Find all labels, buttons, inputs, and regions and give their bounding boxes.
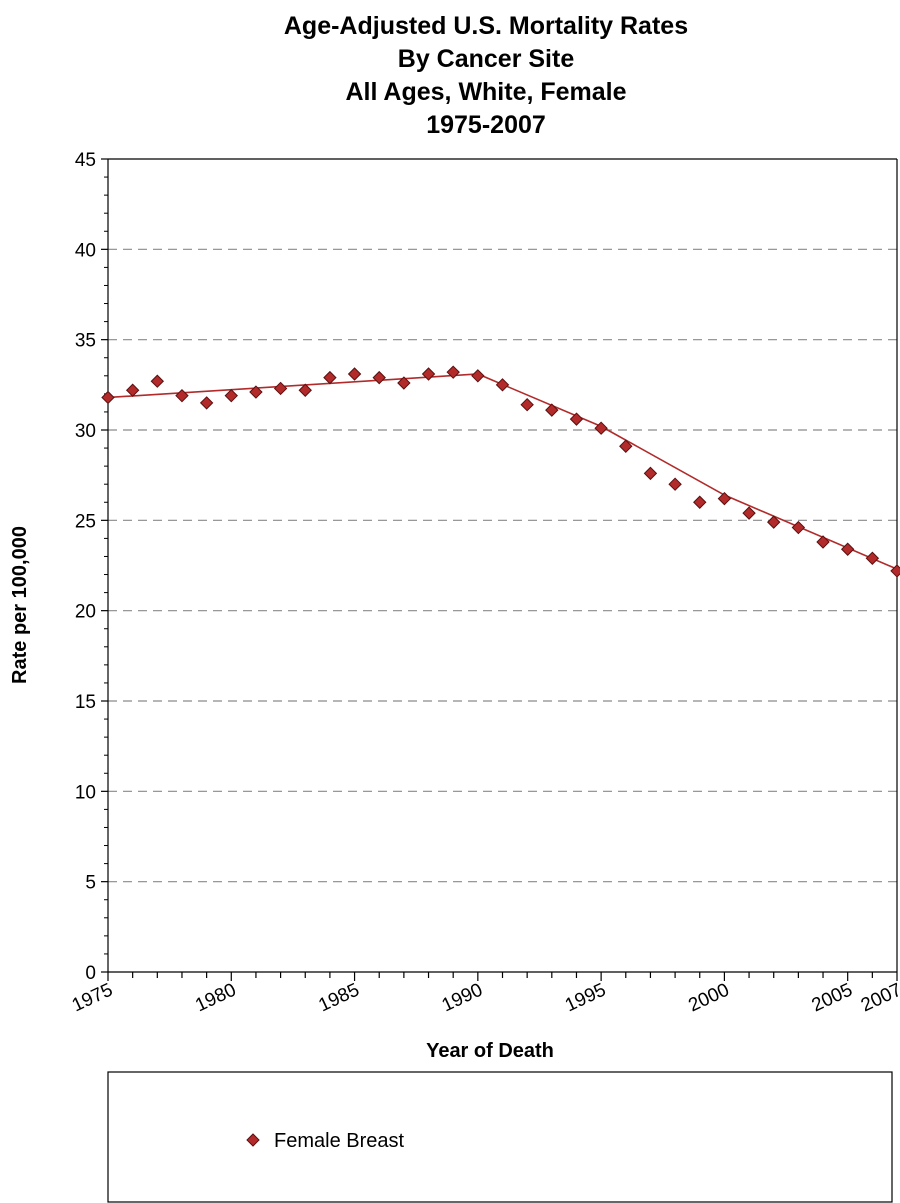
chart-title-line-1: Age-Adjusted U.S. Mortality Rates — [284, 12, 688, 40]
data-point-1986 — [372, 370, 386, 385]
data-point-1992 — [520, 397, 534, 412]
y-tick-label-15: 15 — [75, 692, 96, 713]
data-point-2007 — [890, 564, 900, 578]
x-axis-title: Year of Death — [426, 1040, 554, 1062]
y-tick-label-35: 35 — [75, 331, 96, 352]
y-axis-ticks: 0 5 10 15 20 25 30 35 40 45 — [75, 150, 108, 984]
trend-line-female-breast — [107, 373, 898, 570]
data-point-1990 — [471, 369, 485, 383]
chart-title-line-2: By Cancer Site — [398, 45, 575, 73]
data-point-1987 — [397, 376, 411, 390]
data-point-1975 — [101, 390, 115, 405]
y-tick-label-10: 10 — [75, 782, 96, 803]
y-tick-label-40: 40 — [75, 240, 96, 261]
chart-title-line-4: 1975-2007 — [426, 111, 546, 139]
data-point-1995 — [594, 421, 608, 435]
grid-lines — [108, 248, 897, 883]
data-point-1979 — [199, 396, 214, 410]
x-axis-ticks: 1975 1980 1985 1990 1995 2000 2005 2007 — [69, 972, 900, 1016]
axes — [107, 158, 898, 973]
data-point-1982 — [273, 381, 288, 396]
data-point-1981 — [249, 385, 263, 399]
data-point-2003 — [791, 520, 806, 535]
data-point-1996 — [619, 439, 633, 453]
x-tick-label-2007: 2007 — [858, 979, 900, 1016]
x-tick-label-1985: 1985 — [315, 979, 362, 1016]
y-tick-label-5: 5 — [85, 873, 96, 894]
x-tick-label-1980: 1980 — [192, 979, 239, 1016]
data-point-2000 — [717, 491, 732, 506]
legend-label-female-breast: Female Breast — [274, 1130, 404, 1152]
data-point-2001 — [742, 506, 756, 520]
x-tick-label-1995: 1995 — [562, 979, 609, 1016]
data-point-2005 — [840, 542, 855, 556]
chart-title-line-3: All Ages, White, Female — [345, 78, 626, 106]
data-point-1999 — [693, 495, 707, 509]
legend-box — [107, 1071, 893, 1203]
y-tick-label-20: 20 — [75, 602, 96, 623]
x-tick-label-2000: 2000 — [685, 979, 732, 1016]
data-point-1976 — [125, 383, 140, 397]
y-tick-label-0: 0 — [85, 963, 96, 984]
data-point-2002 — [767, 515, 781, 529]
data-point-1977 — [150, 374, 165, 388]
chart-title: Age-Adjusted U.S. Mortality Rates By Can… — [284, 12, 688, 139]
legend-marker-female-breast — [246, 1133, 260, 1147]
data-point-1984 — [323, 370, 337, 385]
data-point-1997 — [643, 466, 658, 481]
data-point-1980 — [224, 388, 238, 403]
y-axis-title: Rate per 100,000 — [9, 526, 31, 684]
y-tick-label-45: 45 — [75, 150, 96, 171]
data-point-2006 — [865, 551, 880, 565]
x-tick-label-1975: 1975 — [69, 979, 116, 1016]
data-point-2004 — [816, 535, 830, 549]
y-tick-label-30: 30 — [75, 421, 96, 442]
x-tick-label-2005: 2005 — [809, 979, 856, 1016]
data-point-1988 — [421, 367, 436, 381]
x-tick-label-1990: 1990 — [439, 979, 486, 1016]
data-point-1985 — [347, 367, 362, 381]
y-tick-label-25: 25 — [75, 511, 96, 532]
data-point-1993 — [545, 403, 559, 417]
data-point-1994 — [569, 412, 584, 426]
data-point-1978 — [175, 388, 189, 403]
legend: Female Breast — [107, 1071, 893, 1203]
data-point-1998 — [668, 477, 682, 491]
series-layer — [101, 365, 900, 578]
data-point-1983 — [298, 383, 312, 397]
data-point-1989 — [446, 365, 460, 379]
data-point-1991 — [495, 378, 510, 392]
